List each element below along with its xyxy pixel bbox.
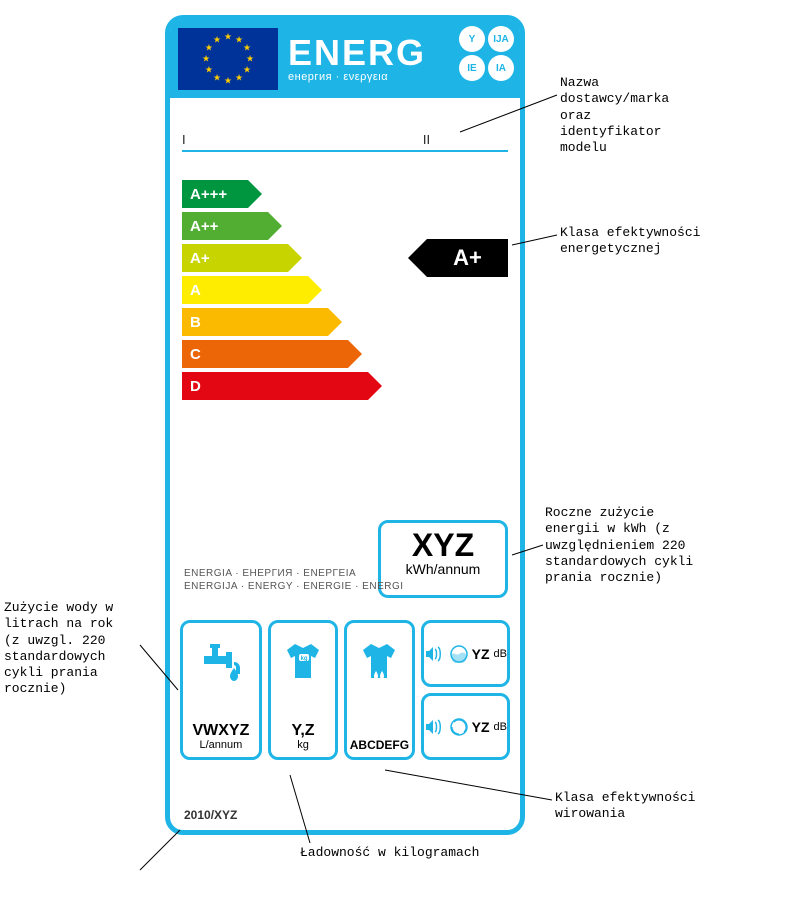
- capacity-unit: kg: [297, 739, 309, 751]
- efficiency-bar: A++: [182, 212, 512, 240]
- lang-badge: IJA: [488, 26, 514, 52]
- annotation-supplier: Nazwa dostawcy/marka oraz identyfikator …: [560, 75, 669, 156]
- lang-badge: IE: [459, 55, 485, 81]
- tshirt-icon: kg: [271, 631, 335, 691]
- svg-text:kg: kg: [300, 656, 307, 662]
- noise-spin-box: YZ dB: [421, 693, 510, 760]
- supplier-col-1: I: [182, 132, 345, 150]
- efficiency-bar-label: A+++: [190, 180, 227, 208]
- annotation-water: Zużycie wody w litrach na rok (z uwzgl. …: [4, 600, 113, 698]
- product-class-label: A+: [427, 239, 508, 277]
- lang-badge: Y: [459, 26, 485, 52]
- efficiency-bar: A: [182, 276, 512, 304]
- efficiency-bar-label: A+: [190, 244, 210, 272]
- efficiency-bar-label: A++: [190, 212, 218, 240]
- supplier-row: I II: [182, 132, 508, 152]
- header-band: ★★★★★★★★★★★★ ENERG енергия · ενεργεια YI…: [170, 20, 520, 98]
- water-value: VWXYZ: [192, 723, 249, 739]
- spin-class-value: ABCDEFG: [350, 739, 409, 751]
- lang-badge: IA: [488, 55, 514, 81]
- annual-energy-value: XYZ: [381, 529, 505, 561]
- noise-wash-box: YZ dB: [421, 620, 510, 687]
- efficiency-bar-label: D: [190, 372, 201, 400]
- spin-class-box: ABCDEFG: [344, 620, 414, 760]
- water-consumption-box: VWXYZ L/annum: [180, 620, 262, 760]
- noise-column: YZ dB YZ dB: [421, 620, 510, 760]
- regulation-number: 2010/XYZ: [184, 808, 237, 822]
- efficiency-bar: B: [182, 308, 512, 336]
- annotation-capacity: Ładowność w kilogramach: [300, 845, 479, 861]
- efficiency-bar: A+++: [182, 180, 512, 208]
- water-unit: L/annum: [199, 739, 242, 751]
- annotation-spin: Klasa efektywności wirowania: [555, 790, 695, 823]
- energy-label: ★★★★★★★★★★★★ ENERG енергия · ενεργεια YI…: [165, 15, 525, 835]
- energia-multilang: ENERGIA · ЕНЕРГИЯ · ΕΝΕΡΓΕΙΑ ENERGIJA · …: [184, 568, 404, 593]
- efficiency-chart: A+++ A++ A+ ABCD: [182, 180, 512, 404]
- efficiency-bar-label: A: [190, 276, 201, 304]
- capacity-box: kg Y,Z kg: [268, 620, 338, 760]
- wet-tshirt-icon: [347, 631, 411, 691]
- product-class-pointer: A+: [408, 239, 508, 277]
- eu-flag-icon: ★★★★★★★★★★★★: [178, 28, 278, 90]
- noise-wash-value: YZ: [472, 646, 490, 662]
- annotation-energy: Roczne zużycie energii w kWh (z uwzględn…: [545, 505, 693, 586]
- sound-icon: [424, 716, 446, 738]
- lang-badges: YIJAIEIA: [459, 26, 514, 81]
- sound-icon: [424, 643, 446, 665]
- noise-spin-value: YZ: [472, 719, 490, 735]
- pointer-tip-icon: [408, 239, 427, 277]
- efficiency-bar: D: [182, 372, 512, 400]
- drum-wash-icon: [450, 645, 468, 663]
- tap-icon: [183, 631, 259, 691]
- drum-spin-icon: [450, 718, 468, 736]
- capacity-value: Y,Z: [291, 723, 314, 739]
- efficiency-bar-label: C: [190, 340, 201, 368]
- noise-spin-unit: dB: [494, 721, 507, 733]
- supplier-col-2: II: [345, 132, 508, 150]
- efficiency-bar: C: [182, 340, 512, 368]
- noise-wash-unit: dB: [494, 648, 507, 660]
- annotation-class: Klasa efektywności energetycznej: [560, 225, 700, 258]
- pictogram-row: VWXYZ L/annum kg Y,Z kg ABCDEFG YZ dB: [180, 620, 510, 760]
- efficiency-bar-label: B: [190, 308, 201, 336]
